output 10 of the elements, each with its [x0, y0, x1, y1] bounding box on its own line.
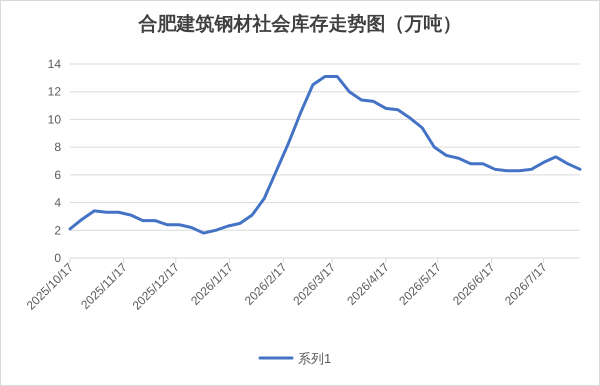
- chart-title: 合肥建筑钢材社会库存走势图（万吨）: [138, 13, 462, 35]
- y-tick-label: 2: [54, 223, 62, 238]
- y-tick-label: 12: [48, 84, 62, 99]
- y-tick-label: 6: [54, 168, 62, 182]
- y-tick-label: 8: [54, 140, 62, 154]
- y-tick-label: 14: [48, 57, 62, 71]
- y-tick-label: 4: [54, 196, 62, 210]
- y-tick-label: 0: [54, 251, 62, 265]
- legend-label: 系列1: [298, 351, 332, 366]
- y-tick-label: 10: [48, 112, 62, 126]
